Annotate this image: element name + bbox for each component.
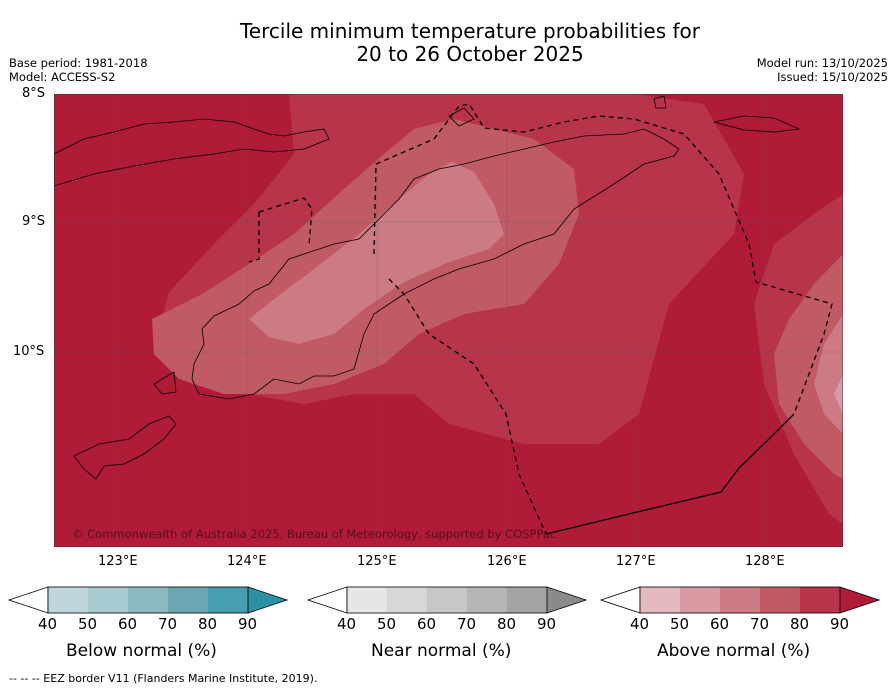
- region-70-east: [774, 254, 843, 479]
- near-seg-80: [507, 587, 547, 613]
- lon-label-127e: 127°E: [616, 554, 656, 569]
- below-extend-left: [8, 586, 49, 614]
- near-seg-40: [347, 587, 387, 613]
- colorbar-above: [600, 586, 881, 614]
- above-tick: 70: [750, 615, 770, 633]
- lat-label-10s: 10°S: [13, 344, 45, 359]
- below-seg-60: [128, 587, 168, 613]
- near-tick: 50: [377, 615, 397, 633]
- above-seg-60: [720, 587, 760, 613]
- near-seg-50: [387, 587, 427, 613]
- near-extend-left: [307, 586, 348, 614]
- copyright-text: © Commonwealth of Australia 2025, Bureau…: [72, 527, 556, 541]
- below-tick: 50: [78, 615, 98, 633]
- sumba-coast: [73, 415, 177, 480]
- region-50-east: [834, 374, 843, 414]
- colorbar-below: [8, 586, 289, 614]
- model-name: Model: ACCESS-S2: [9, 70, 116, 84]
- chart-title: Tercile minimum temperature probabilitie…: [0, 20, 896, 66]
- region-60-band: [249, 162, 504, 344]
- eastern-islands: [713, 115, 801, 133]
- below-tick: 80: [198, 615, 218, 633]
- above-extend-left: [600, 586, 641, 614]
- below-tick: 70: [158, 615, 178, 633]
- near-tick: 70: [457, 615, 477, 633]
- lat-label-9s: 9°S: [22, 214, 46, 229]
- above-seg-70: [760, 587, 800, 613]
- colorbar-near: [307, 586, 588, 614]
- lon-label-128e: 128°E: [745, 554, 785, 569]
- near-normal-label: Near normal (%): [371, 641, 512, 661]
- issued-date: Issued: 15/10/2025: [777, 70, 888, 84]
- near-tick: 80: [497, 615, 517, 633]
- below-seg-40: [48, 587, 88, 613]
- coastlines: [54, 95, 801, 480]
- title-line-1: Tercile minimum temperature probabilitie…: [239, 19, 701, 43]
- below-normal-label: Below normal (%): [66, 641, 217, 661]
- lon-label-126e: 126°E: [487, 554, 527, 569]
- meta-right: Model run: 13/10/2025 Issued: 15/10/2025: [757, 56, 888, 84]
- small-island: [653, 95, 667, 109]
- probability-map: © Commonwealth of Australia 2025, Bureau…: [54, 94, 843, 547]
- above-seg-80: [800, 587, 840, 613]
- eez-footnote: -- -- -- EEZ border V11 (Flanders Marine…: [9, 672, 318, 685]
- above-tick: 80: [790, 615, 810, 633]
- above-tick: 40: [630, 615, 650, 633]
- eez-border: [248, 103, 833, 535]
- lon-label-125e: 125°E: [357, 554, 397, 569]
- lon-label-123e: 123°E: [98, 554, 138, 569]
- near-seg-60: [427, 587, 467, 613]
- near-tick: 40: [337, 615, 357, 633]
- meta-left: Base period: 1981-2018 Model: ACCESS-S2: [9, 56, 148, 84]
- atauro-island: [448, 107, 475, 127]
- above-seg-40: [640, 587, 680, 613]
- above-tick: 50: [670, 615, 690, 633]
- near-tick: 90: [537, 615, 557, 633]
- title-line-2: 20 to 26 October 2025: [356, 42, 584, 66]
- near-tick: 60: [417, 615, 437, 633]
- rote-island: [153, 371, 177, 395]
- above-seg-50: [680, 587, 720, 613]
- above-extend-right: [840, 587, 879, 613]
- graticule: [54, 94, 843, 547]
- near-seg-70: [467, 587, 507, 613]
- below-seg-50: [88, 587, 128, 613]
- lon-label-124e: 124°E: [227, 554, 267, 569]
- above-tick: 60: [710, 615, 730, 633]
- near-extend-right: [547, 587, 586, 613]
- timor-coast: [191, 128, 680, 400]
- model-run: Model run: 13/10/2025: [756, 56, 888, 70]
- below-extend-right: [248, 587, 287, 613]
- below-tick: 60: [118, 615, 138, 633]
- below-tick: 40: [38, 615, 58, 633]
- above-normal-label: Above normal (%): [657, 641, 811, 661]
- flores-coast: [54, 118, 330, 187]
- region-60-east: [814, 314, 843, 434]
- below-tick: 90: [238, 615, 258, 633]
- lat-label-8s: 8°S: [22, 86, 46, 101]
- base-period: Base period: 1981-2018: [9, 56, 148, 70]
- above-tick: 90: [830, 615, 850, 633]
- below-seg-80: [208, 587, 248, 613]
- below-seg-70: [168, 587, 208, 613]
